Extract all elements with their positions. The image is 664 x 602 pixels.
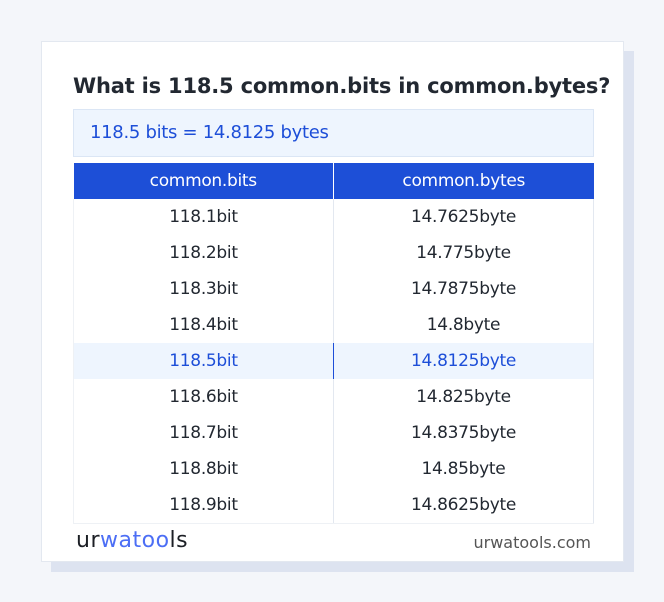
bits-cell: 118.8bit bbox=[73, 451, 334, 487]
bits-cell: 118.4bit bbox=[73, 307, 334, 343]
header-bytes: common.bytes bbox=[333, 163, 594, 199]
table-row: 118.5bit 14.8125byte bbox=[73, 343, 594, 379]
bytes-cell: 14.7625byte bbox=[333, 199, 594, 235]
bits-cell: 118.7bit bbox=[73, 415, 334, 451]
result-box: 118.5 bits = 14.8125 bytes bbox=[73, 109, 594, 157]
urwatools-logo: urwatools bbox=[76, 528, 189, 553]
bytes-cell: 14.8625byte bbox=[333, 487, 594, 524]
conversion-table: common.bits common.bytes 118.1bit 14.7625… bbox=[73, 163, 594, 524]
bits-cell: 118.6bit bbox=[73, 379, 334, 415]
bits-cell: 118.5bit bbox=[73, 343, 334, 379]
bytes-cell: 14.825byte bbox=[333, 379, 594, 415]
site-url: urwatools.com bbox=[473, 533, 592, 552]
table-row: 118.7bit 14.8375byte bbox=[73, 415, 594, 451]
table-header: common.bits common.bytes bbox=[73, 163, 594, 199]
bits-cell: 118.2bit bbox=[73, 235, 334, 271]
header-bits: common.bits bbox=[73, 163, 334, 199]
page-title: What is 118.5 common.bits in common.byte… bbox=[73, 74, 611, 98]
bytes-cell: 14.8375byte bbox=[333, 415, 594, 451]
bytes-cell: 14.8byte bbox=[333, 307, 594, 343]
bits-cell: 118.1bit bbox=[73, 199, 334, 235]
table-row: 118.8bit 14.85byte bbox=[73, 451, 594, 487]
bytes-cell: 14.7875byte bbox=[333, 271, 594, 307]
conversion-card: What is 118.5 common.bits in common.byte… bbox=[41, 41, 624, 562]
bytes-cell: 14.8125byte bbox=[333, 343, 594, 379]
table-row: 118.3bit 14.7875byte bbox=[73, 271, 594, 307]
table-row: 118.4bit 14.8byte bbox=[73, 307, 594, 343]
bits-cell: 118.9bit bbox=[73, 487, 334, 524]
bytes-cell: 14.85byte bbox=[333, 451, 594, 487]
bytes-cell: 14.775byte bbox=[333, 235, 594, 271]
table-row: 118.1bit 14.7625byte bbox=[73, 199, 594, 235]
table-row: 118.9bit 14.8625byte bbox=[73, 487, 594, 524]
bits-cell: 118.3bit bbox=[73, 271, 334, 307]
table-row: 118.2bit 14.775byte bbox=[73, 235, 594, 271]
table-row: 118.6bit 14.825byte bbox=[73, 379, 594, 415]
